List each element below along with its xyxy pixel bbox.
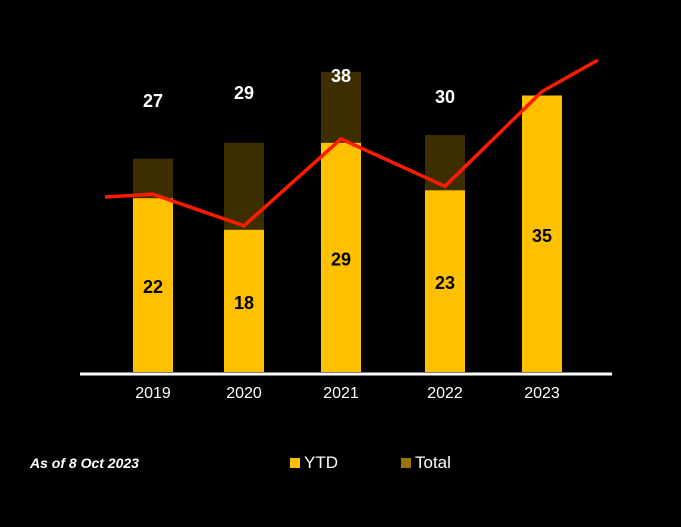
- label-ytd-2023: 35: [532, 226, 552, 246]
- label-ytd-2019: 22: [143, 277, 163, 297]
- x-tick-2019: 2019: [135, 385, 171, 402]
- label-ytd-2020: 18: [234, 293, 254, 313]
- label-total-2020: 29: [234, 83, 254, 103]
- bar-ytd-2023: [522, 95, 562, 372]
- legend-item-ytd: YTD: [290, 453, 338, 473]
- label-ytd-2022: 23: [435, 273, 455, 293]
- label-ytd-2021: 29: [331, 249, 351, 269]
- bar-ytd-2022: [425, 190, 465, 372]
- bar-ytd-2019: [133, 198, 173, 372]
- legend-swatch-ytd: [290, 458, 300, 468]
- label-total-2021: 38: [331, 66, 351, 86]
- as-of-note: As of 8 Oct 2023: [30, 455, 139, 471]
- label-total-2019: 27: [143, 91, 163, 111]
- legend-swatch-total: [401, 458, 411, 468]
- x-tick-2023: 2023: [524, 385, 560, 402]
- legend-item-total: Total: [401, 453, 451, 473]
- bar-ytd-2020: [224, 229, 264, 372]
- bar-ytd-2021: [321, 142, 361, 372]
- label-total-2022: 30: [435, 87, 455, 107]
- legend-label-ytd: YTD: [304, 453, 338, 472]
- trend-line: [104, 58, 599, 228]
- x-tick-2020: 2020: [226, 385, 262, 402]
- x-tick-2022: 2022: [427, 385, 463, 402]
- x-tick-2021: 2021: [323, 385, 359, 402]
- legend-label-total: Total: [415, 453, 451, 472]
